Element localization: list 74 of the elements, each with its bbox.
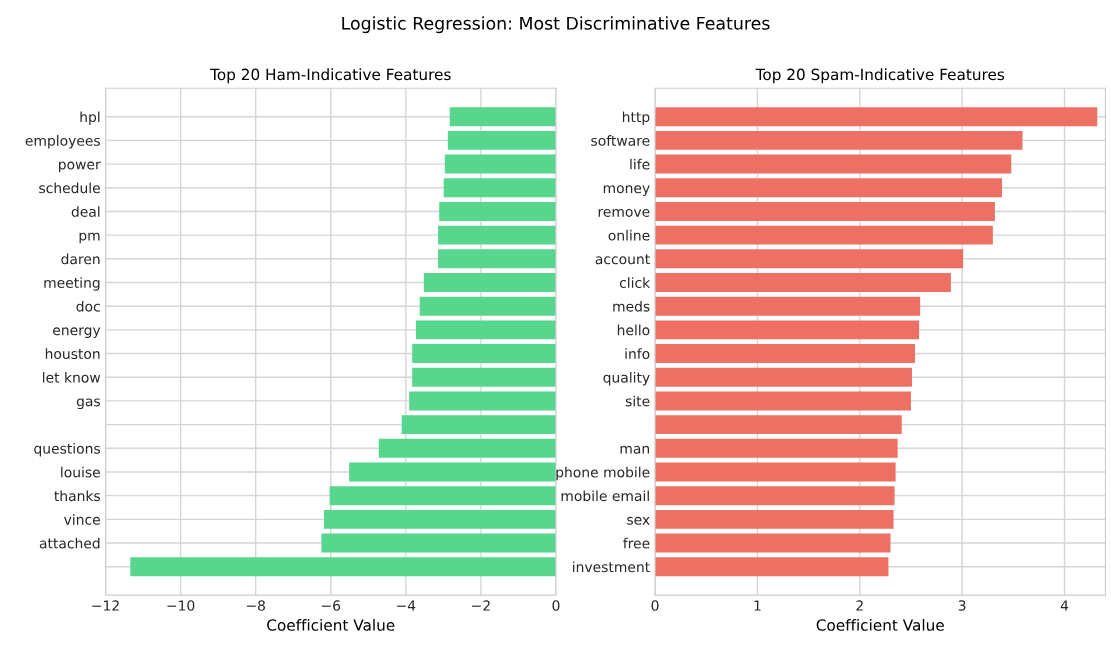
- bar: [655, 130, 1023, 150]
- x-tick-label: 3: [958, 600, 966, 611]
- bar: [655, 415, 902, 435]
- bar: [655, 107, 1098, 127]
- y-tick-label: vince: [64, 514, 100, 525]
- y-tick-label: hello: [617, 324, 650, 336]
- y-tick-label: thanks: [54, 490, 101, 502]
- y-tick-label: meeting: [44, 277, 100, 291]
- text: Logistic Regression: Most Discriminative Features: [342, 16, 770, 34]
- y-tick-label: life: [630, 158, 650, 170]
- y-tick-label: phone mobile: [556, 466, 650, 481]
- y-tick-label: quality: [603, 371, 650, 386]
- x-tick-label: 1: [754, 600, 761, 611]
- y-tick-label: louise: [61, 466, 100, 478]
- y-tick-label: http: [622, 111, 650, 125]
- y-tick-label: free: [623, 537, 650, 549]
- x-tick-label: 2: [856, 600, 863, 611]
- y-tick-label: man: [620, 445, 649, 454]
- y-tick-label: attached: [39, 537, 100, 549]
- y-tick-label: houston: [45, 348, 100, 360]
- y-tick-label: daren: [61, 253, 100, 265]
- bar: [655, 391, 911, 411]
- y-tick-label: remove: [598, 208, 650, 217]
- y-tick-label: meds: [613, 300, 650, 312]
- bar: [655, 557, 889, 577]
- y-tick-label: investment: [573, 561, 650, 573]
- bar: [655, 320, 920, 340]
- y-tick-label: software: [591, 135, 650, 146]
- y-tick-label: employees: [25, 135, 100, 149]
- chart-title: Top 20 Ham-Indicative Features: [210, 68, 451, 84]
- x-tick-label: 0: [552, 600, 560, 611]
- bar: [655, 154, 1012, 174]
- x-tick-label: −6: [321, 600, 341, 611]
- y-tick-label: account: [595, 254, 650, 265]
- x-tick-label: −12: [92, 600, 119, 611]
- bar: [655, 201, 995, 221]
- x-tick-label: 0: [651, 600, 659, 611]
- x-tick-label: −4: [397, 600, 416, 611]
- bar: [655, 533, 891, 553]
- bar: [655, 509, 894, 529]
- y-tick-label: gas: [76, 398, 101, 410]
- bar: [655, 438, 898, 458]
- bar: [655, 486, 895, 506]
- x-tick-label: 4: [1060, 600, 1069, 611]
- y-tick-label: let know: [43, 371, 101, 383]
- y-tick-label: click: [619, 277, 651, 288]
- y-tick-label: questions: [34, 443, 101, 457]
- bar: [655, 296, 921, 316]
- y-tick-label: pm: [79, 232, 100, 244]
- bar: [655, 344, 916, 364]
- x-tick-label: −10: [167, 600, 195, 611]
- bar: [655, 225, 993, 245]
- x-axis-title: Coefficient Value: [267, 619, 395, 631]
- x-tick-label: −2: [472, 600, 490, 611]
- bar: [655, 273, 951, 292]
- x-axis-title: Coefficient Value: [816, 619, 944, 631]
- y-tick-label: info: [625, 348, 650, 360]
- bar: [655, 462, 896, 482]
- y-tick-label: doc: [76, 300, 100, 312]
- y-tick-label: schedule: [39, 182, 100, 194]
- x-tick-label: −8: [246, 600, 265, 611]
- chart-title: Top 20 Spam-Indicative Features: [755, 68, 1005, 84]
- bar: [655, 178, 1003, 198]
- y-tick-label: energy: [53, 327, 101, 339]
- y-tick-label: online: [608, 229, 650, 241]
- y-tick-label: money: [603, 185, 650, 196]
- y-tick-label: mobile email: [561, 490, 649, 502]
- y-tick-label: site: [625, 395, 650, 407]
- y-tick-label: sex: [627, 516, 650, 525]
- y-tick-label: power: [59, 161, 101, 173]
- bar: [655, 249, 964, 269]
- y-tick-label: hpl: [80, 111, 100, 125]
- y-tick-label: deal: [71, 206, 100, 217]
- bar: [655, 367, 912, 387]
